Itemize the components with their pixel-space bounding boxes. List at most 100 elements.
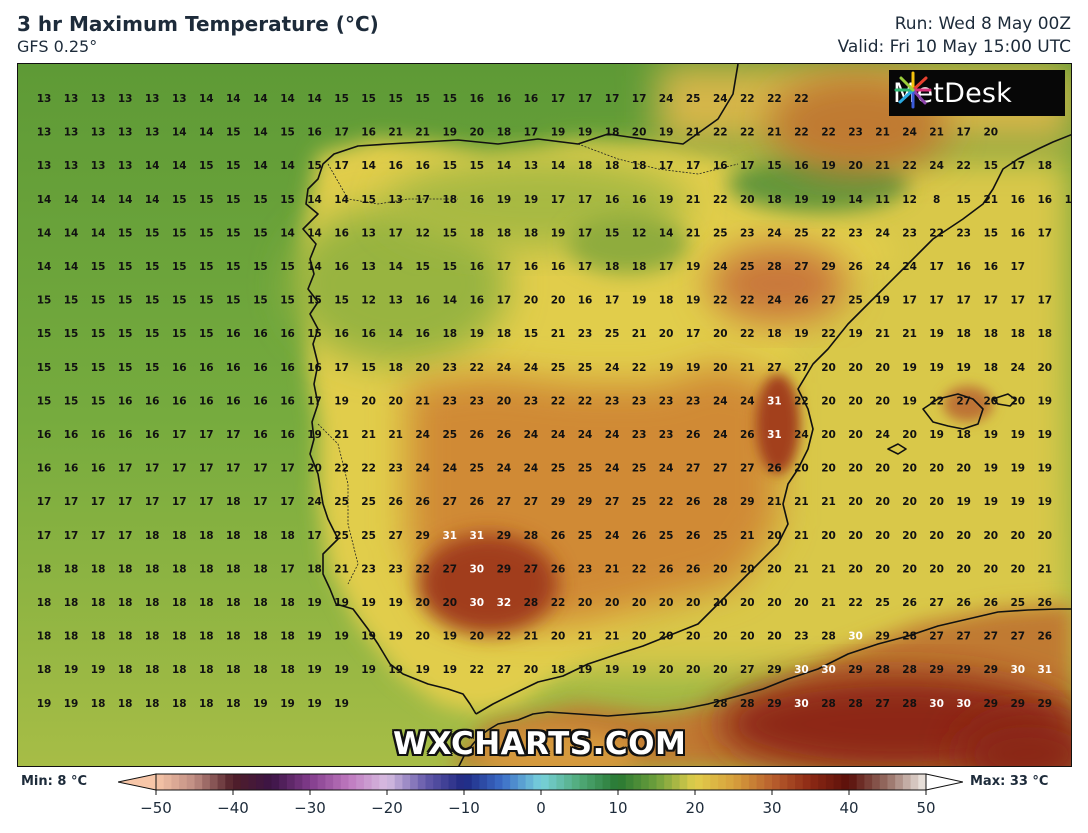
temperature-value: 25 — [713, 227, 728, 239]
temperature-value: 19 — [929, 362, 944, 374]
temperature-value: 14 — [280, 160, 295, 172]
temperature-value: 15 — [37, 362, 52, 374]
temperature-value: 13 — [388, 194, 403, 206]
temperature-value: 18 — [145, 698, 160, 710]
temperature-value: 19 — [902, 395, 917, 407]
temperature-value: 18 — [307, 563, 322, 575]
temperature-value: 26 — [902, 597, 917, 609]
temperature-value: 20 — [361, 395, 376, 407]
colorbar-cell — [625, 774, 634, 790]
temperature-value: 25 — [578, 530, 593, 542]
temperature-value: 19 — [1037, 429, 1052, 441]
temperature-value: 16 — [172, 395, 187, 407]
temperature-value: 19 — [1037, 395, 1052, 407]
temperature-value: 18 — [199, 530, 214, 542]
temperature-value: 22 — [632, 362, 647, 374]
temperature-value: 17 — [956, 127, 971, 139]
temperature-value: 21 — [632, 328, 647, 340]
temperature-value: 13 — [37, 127, 52, 139]
colorbar-tick-label: 50 — [916, 799, 935, 817]
temperature-value: 14 — [659, 227, 674, 239]
temperature-value: 23 — [578, 328, 593, 340]
temperature-value: 19 — [983, 496, 998, 508]
temperature-value: 24 — [524, 429, 539, 441]
temperature-value: 19 — [686, 362, 701, 374]
temperature-value: 25 — [334, 530, 349, 542]
temperature-value: 30 — [794, 664, 809, 676]
temperature-value: 15 — [767, 160, 782, 172]
temperature-value: 14 — [848, 194, 863, 206]
temperature-value: 19 — [551, 127, 566, 139]
temperature-value: 17 — [659, 160, 674, 172]
temperature-value: 15 — [956, 194, 971, 206]
temperature-value: 15 — [199, 227, 214, 239]
temperature-value: 15 — [253, 261, 268, 273]
colorbar-cell — [618, 774, 627, 790]
colorbar-cell — [340, 774, 349, 790]
temperature-value: 25 — [794, 227, 809, 239]
temperature-value: 15 — [172, 261, 187, 273]
temperature-value: 14 — [199, 93, 214, 105]
temperature-value: 15 — [118, 295, 133, 307]
temperature-value: 19 — [334, 664, 349, 676]
temperature-value: 15 — [334, 295, 349, 307]
temperature-value: 19 — [442, 127, 457, 139]
temperature-value: 26 — [848, 261, 863, 273]
temperature-value: 20 — [848, 563, 863, 575]
temperature-value: 31 — [469, 530, 484, 542]
temperature-value: 14 — [226, 93, 241, 105]
temperature-value: 15 — [280, 261, 295, 273]
temperature-value: 15 — [64, 295, 79, 307]
temperature-value: 18 — [983, 362, 998, 374]
temperature-value: 18 — [253, 664, 268, 676]
temperature-value: 16 — [253, 429, 268, 441]
temperature-value: 13 — [91, 127, 106, 139]
temperature-value: 13 — [118, 127, 133, 139]
temperature-value: 19 — [659, 362, 674, 374]
temperature-value: 18 — [1037, 160, 1052, 172]
temperature-value: 24 — [713, 395, 728, 407]
temperature-value: 15 — [199, 295, 214, 307]
temperature-value: 15 — [226, 261, 241, 273]
temperature-value: 24 — [902, 127, 917, 139]
temperature-value: 15 — [199, 261, 214, 273]
temperature-value: 15 — [605, 227, 620, 239]
metdesk-logo[interactable]: MetDesk — [889, 70, 1065, 116]
colorbar-cell — [856, 774, 865, 790]
colorbar-cell — [702, 774, 711, 790]
model-label: GFS 0.25° — [17, 37, 98, 56]
guadalquivir-hot-core — [418, 534, 558, 634]
temperature-value: 13 — [172, 93, 187, 105]
temperature-value: 27 — [605, 496, 620, 508]
colorbar-cell — [302, 774, 311, 790]
temperature-value: 20 — [956, 530, 971, 542]
temperature-value: 23 — [442, 395, 457, 407]
colorbar-tick-label: 30 — [762, 799, 781, 817]
temperature-value: 22 — [821, 328, 836, 340]
colorbar-cell — [217, 774, 226, 790]
temperature-value: 20 — [713, 328, 728, 340]
temperature-value: 21 — [605, 631, 620, 643]
temperature-value: 14 — [307, 227, 322, 239]
temperature-value: 16 — [1037, 194, 1052, 206]
temperature-value: 27 — [956, 631, 971, 643]
temperature-value: 17 — [686, 328, 701, 340]
colorbar-cell — [502, 774, 511, 790]
temperature-value: 17 — [1065, 194, 1072, 206]
temperature-value: 17 — [1010, 295, 1025, 307]
temperature-value: 20 — [415, 631, 430, 643]
temperature-value: 30 — [821, 664, 836, 676]
temperature-value: 17 — [1010, 261, 1025, 273]
temperature-value: 27 — [929, 597, 944, 609]
temperature-value: 22 — [497, 631, 512, 643]
temperature-map[interactable]: 13 13 13 13 13 13 14 14 14 14 14 15 15 15 15 15 16 16 16 17… — [17, 63, 1072, 767]
temperature-value: 13 — [64, 127, 79, 139]
temperature-value: 13 — [145, 127, 160, 139]
temperature-value: 17 — [145, 496, 160, 508]
temperature-value: 26 — [767, 463, 782, 475]
temperature-value: 17 — [1037, 295, 1052, 307]
temperature-value: 28 — [740, 698, 755, 710]
temperature-value: 20 — [713, 362, 728, 374]
temperature-value: 19 — [307, 698, 322, 710]
colorbar-cell — [225, 774, 234, 790]
